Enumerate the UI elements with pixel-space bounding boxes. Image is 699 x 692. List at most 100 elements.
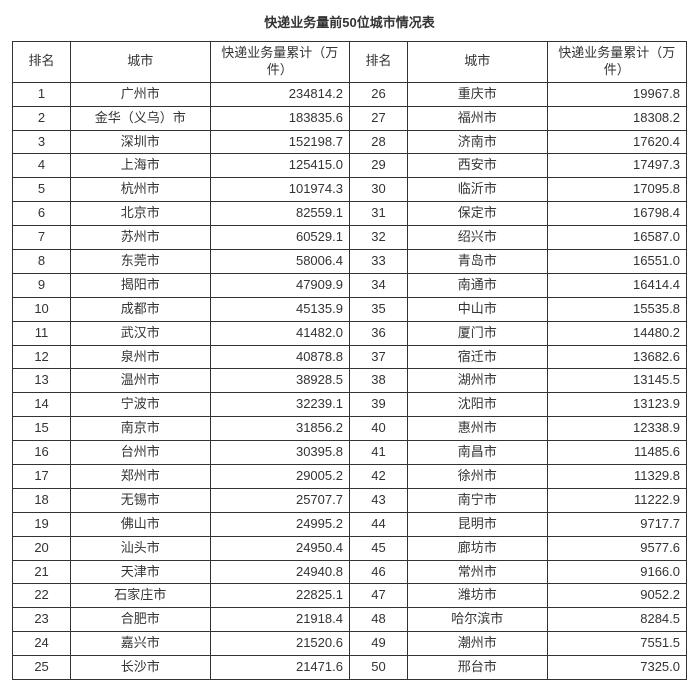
table-row: 10成都市45135.935中山市15535.8 xyxy=(13,297,687,321)
cell-value2: 7325.0 xyxy=(547,656,687,680)
cell-rank: 13 xyxy=(13,369,71,393)
cell-city: 天津市 xyxy=(71,560,210,584)
table-row: 20汕头市24950.445廊坊市9577.6 xyxy=(13,536,687,560)
table-row: 17郑州市29005.242徐州市11329.8 xyxy=(13,465,687,489)
cell-rank: 6 xyxy=(13,202,71,226)
table-row: 12泉州市40878.837宿迁市13682.6 xyxy=(13,345,687,369)
cell-city: 台州市 xyxy=(71,441,210,465)
cell-value: 47909.9 xyxy=(210,273,349,297)
cell-value: 38928.5 xyxy=(210,369,349,393)
ranking-table: 排名 城市 快递业务量累计（万件） 排名 城市 快递业务量累计（万件） 1广州市… xyxy=(12,41,687,680)
cell-city2: 南宁市 xyxy=(408,488,547,512)
cell-rank: 8 xyxy=(13,250,71,274)
cell-rank2: 48 xyxy=(349,608,407,632)
cell-city: 汕头市 xyxy=(71,536,210,560)
cell-value: 24950.4 xyxy=(210,536,349,560)
cell-rank: 22 xyxy=(13,584,71,608)
table-row: 22石家庄市22825.147潍坊市9052.2 xyxy=(13,584,687,608)
cell-rank: 2 xyxy=(13,106,71,130)
cell-city: 嘉兴市 xyxy=(71,632,210,656)
table-title: 快递业务量前50位城市情况表 xyxy=(12,12,687,31)
cell-rank: 7 xyxy=(13,226,71,250)
table-row: 5杭州市101974.330临沂市17095.8 xyxy=(13,178,687,202)
cell-city: 郑州市 xyxy=(71,465,210,489)
cell-rank2: 43 xyxy=(349,488,407,512)
cell-value: 21918.4 xyxy=(210,608,349,632)
cell-value2: 13682.6 xyxy=(547,345,687,369)
table-row: 15南京市31856.240惠州市12338.9 xyxy=(13,417,687,441)
cell-rank: 5 xyxy=(13,178,71,202)
header-city-2: 城市 xyxy=(408,42,547,83)
table-row: 2金华（义乌）市183835.627福州市18308.2 xyxy=(13,106,687,130)
cell-city2: 重庆市 xyxy=(408,82,547,106)
cell-value2: 11222.9 xyxy=(547,488,687,512)
cell-rank: 14 xyxy=(13,393,71,417)
cell-rank2: 38 xyxy=(349,369,407,393)
cell-value2: 16798.4 xyxy=(547,202,687,226)
cell-city2: 惠州市 xyxy=(408,417,547,441)
cell-value2: 16414.4 xyxy=(547,273,687,297)
cell-rank: 11 xyxy=(13,321,71,345)
cell-rank: 18 xyxy=(13,488,71,512)
cell-rank2: 36 xyxy=(349,321,407,345)
header-value-1: 快递业务量累计（万件） xyxy=(210,42,349,83)
cell-city: 上海市 xyxy=(71,154,210,178)
cell-value2: 9577.6 xyxy=(547,536,687,560)
cell-value2: 17620.4 xyxy=(547,130,687,154)
cell-rank2: 40 xyxy=(349,417,407,441)
cell-city2: 西安市 xyxy=(408,154,547,178)
cell-city: 佛山市 xyxy=(71,512,210,536)
cell-city2: 南昌市 xyxy=(408,441,547,465)
cell-value2: 17095.8 xyxy=(547,178,687,202)
cell-rank: 10 xyxy=(13,297,71,321)
table-row: 7苏州市60529.132绍兴市16587.0 xyxy=(13,226,687,250)
cell-city2: 潮州市 xyxy=(408,632,547,656)
cell-city2: 沈阳市 xyxy=(408,393,547,417)
cell-value: 30395.8 xyxy=(210,441,349,465)
header-value-2: 快递业务量累计（万件） xyxy=(547,42,687,83)
cell-city: 杭州市 xyxy=(71,178,210,202)
table-row: 24嘉兴市21520.649潮州市7551.5 xyxy=(13,632,687,656)
table-row: 16台州市30395.841南昌市11485.6 xyxy=(13,441,687,465)
cell-value: 45135.9 xyxy=(210,297,349,321)
cell-value: 32239.1 xyxy=(210,393,349,417)
cell-value2: 7551.5 xyxy=(547,632,687,656)
cell-value: 152198.7 xyxy=(210,130,349,154)
cell-value: 60529.1 xyxy=(210,226,349,250)
cell-city2: 常州市 xyxy=(408,560,547,584)
cell-city2: 昆明市 xyxy=(408,512,547,536)
cell-value2: 13145.5 xyxy=(547,369,687,393)
table-row: 23合肥市21918.448哈尔滨市8284.5 xyxy=(13,608,687,632)
cell-value: 24940.8 xyxy=(210,560,349,584)
cell-rank2: 33 xyxy=(349,250,407,274)
table-row: 19佛山市24995.244昆明市9717.7 xyxy=(13,512,687,536)
cell-value2: 13123.9 xyxy=(547,393,687,417)
cell-city2: 湖州市 xyxy=(408,369,547,393)
cell-city2: 潍坊市 xyxy=(408,584,547,608)
cell-city2: 中山市 xyxy=(408,297,547,321)
cell-city: 合肥市 xyxy=(71,608,210,632)
cell-city2: 哈尔滨市 xyxy=(408,608,547,632)
cell-city: 成都市 xyxy=(71,297,210,321)
cell-city: 泉州市 xyxy=(71,345,210,369)
cell-city2: 保定市 xyxy=(408,202,547,226)
cell-rank: 16 xyxy=(13,441,71,465)
cell-rank2: 44 xyxy=(349,512,407,536)
cell-value2: 9052.2 xyxy=(547,584,687,608)
cell-value2: 11485.6 xyxy=(547,441,687,465)
cell-rank: 15 xyxy=(13,417,71,441)
cell-rank2: 50 xyxy=(349,656,407,680)
cell-rank2: 37 xyxy=(349,345,407,369)
cell-value: 82559.1 xyxy=(210,202,349,226)
cell-value: 101974.3 xyxy=(210,178,349,202)
table-row: 6北京市82559.131保定市16798.4 xyxy=(13,202,687,226)
cell-value: 21471.6 xyxy=(210,656,349,680)
cell-city: 揭阳市 xyxy=(71,273,210,297)
cell-rank: 1 xyxy=(13,82,71,106)
cell-rank2: 29 xyxy=(349,154,407,178)
cell-city: 无锡市 xyxy=(71,488,210,512)
cell-value2: 16587.0 xyxy=(547,226,687,250)
cell-value: 183835.6 xyxy=(210,106,349,130)
cell-rank2: 27 xyxy=(349,106,407,130)
cell-value2: 16551.0 xyxy=(547,250,687,274)
